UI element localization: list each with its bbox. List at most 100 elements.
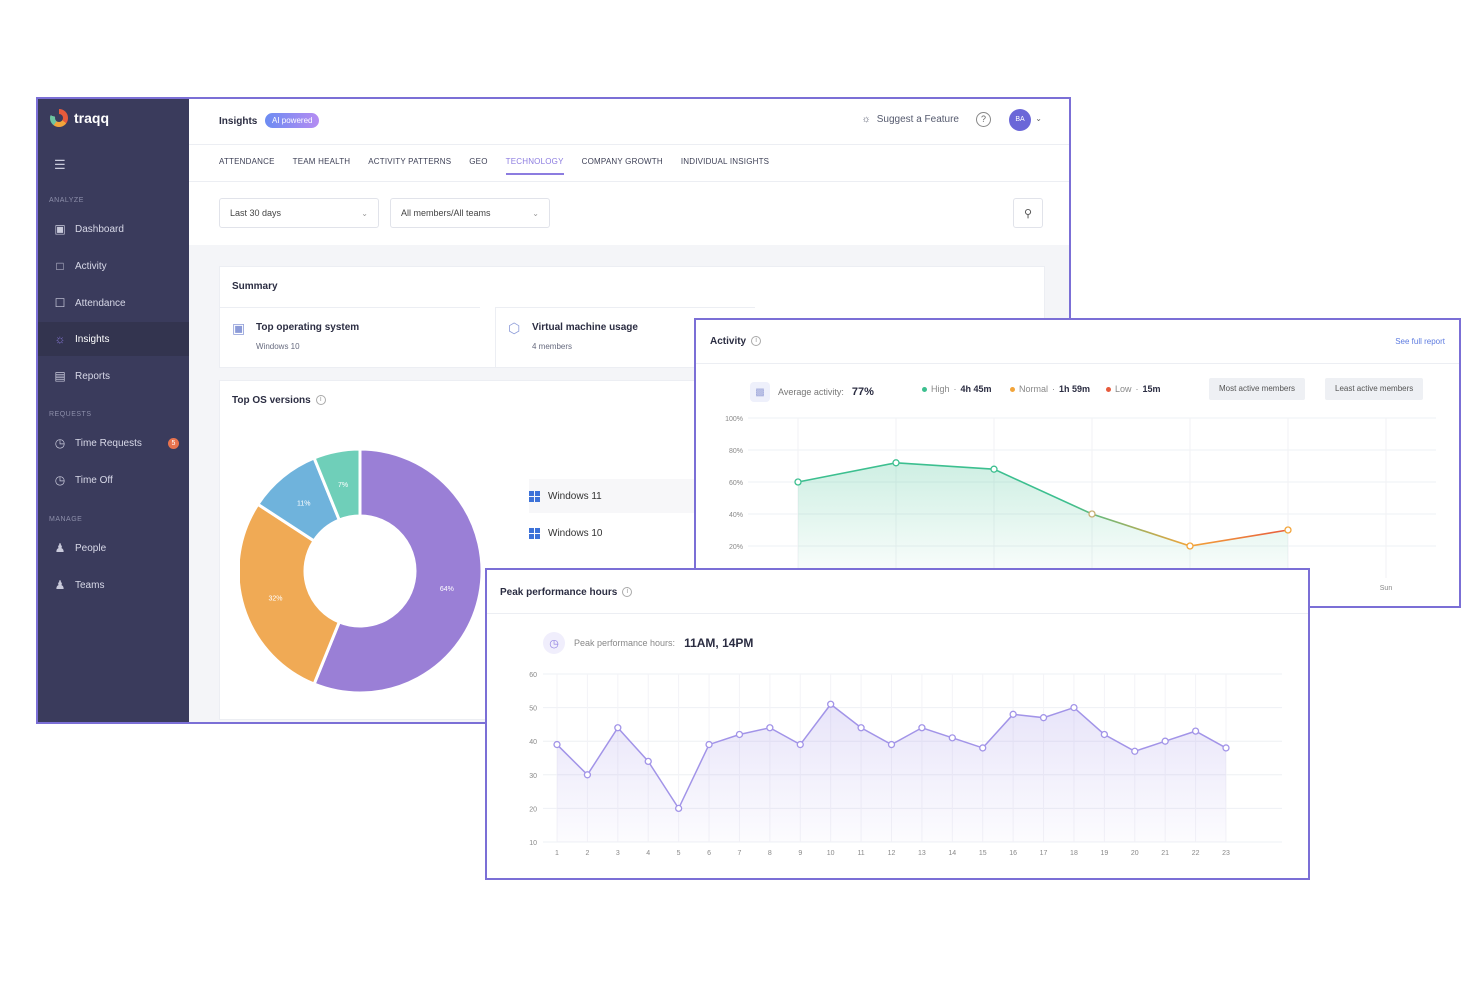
logo[interactable]: traqq	[50, 109, 109, 127]
summary-item-value: 4 members	[532, 342, 573, 351]
y-tick-label: 40	[529, 739, 537, 746]
x-tick-label: 5	[677, 850, 681, 857]
bar-chart-icon: ▩	[750, 382, 770, 402]
see-full-report-link[interactable]: See full report	[1395, 337, 1445, 346]
chevron-down-icon[interactable]: ⌄	[1035, 114, 1042, 123]
tab-team-health[interactable]: TEAM HEALTH	[292, 157, 351, 166]
summary-title: Summary	[232, 281, 278, 292]
time-requests-icon: ◷	[54, 436, 66, 450]
info-icon[interactable]: i	[751, 336, 762, 347]
tab-geo[interactable]: GEO	[469, 157, 488, 166]
donut-slice-label: 32%	[269, 595, 283, 602]
peak-performance-card: Peak performance hours i ◷ Peak performan…	[485, 568, 1310, 880]
peak-point	[918, 724, 926, 732]
x-tick-label: 22	[1192, 850, 1200, 857]
donut-slice	[240, 502, 342, 686]
peak-title-text: Peak performance hours	[500, 587, 618, 598]
sidebar-item-time-off[interactable]: ◷ Time Off	[38, 463, 189, 497]
activity-point	[990, 465, 998, 473]
sidebar-item-reports[interactable]: ▤ Reports	[38, 359, 189, 393]
x-tick-label: 12	[888, 850, 896, 857]
period-select-value: Last 30 days	[230, 208, 282, 218]
members-select[interactable]: All members/All teams ⌄	[390, 198, 550, 228]
chevron-down-icon: ⌄	[532, 208, 539, 218]
tab-bar: ATTENDANCE TEAM HEALTH ACTIVITY PATTERNS…	[219, 157, 769, 175]
pin-button[interactable]: ⚲	[1013, 198, 1043, 228]
sidebar-item-teams[interactable]: ♟ Teams	[38, 568, 189, 602]
tab-company-growth[interactable]: COMPANY GROWTH	[581, 157, 663, 166]
x-tick-label: 21	[1161, 850, 1169, 857]
tab-technology[interactable]: TECHNOLOGY	[505, 157, 564, 175]
x-tick-label: 11	[857, 850, 864, 857]
x-tick-label: 23	[1222, 850, 1230, 857]
avatar[interactable]: BA	[1009, 109, 1031, 131]
activity-point	[892, 459, 900, 467]
peak-summary-label: Peak performance hours:	[574, 638, 676, 648]
peak-point	[1100, 730, 1109, 739]
activity-icon: □	[56, 259, 64, 273]
sidebar-item-dashboard[interactable]: ▣ Dashboard	[38, 212, 189, 246]
average-activity-label: Average activity:	[778, 387, 844, 397]
sidebar-item-insights[interactable]: ☼ Insights	[38, 322, 189, 356]
peak-summary: ◷ Peak performance hours: 11AM, 14PM	[543, 632, 753, 654]
x-tick-label: 6	[707, 850, 711, 857]
least-active-members-button[interactable]: Least active members	[1325, 378, 1424, 400]
x-tick-label: 17	[1040, 850, 1048, 857]
info-icon[interactable]: i	[622, 587, 633, 598]
donut-slice-label: 7%	[338, 482, 348, 489]
peak-point	[796, 740, 804, 749]
peak-point	[1070, 703, 1078, 712]
peak-point	[1131, 747, 1139, 755]
members-select-value: All members/All teams	[401, 208, 491, 218]
sidebar-item-label: Teams	[75, 579, 105, 591]
x-tick-label: 15	[979, 850, 987, 857]
x-tick-label: 3	[616, 850, 620, 857]
monitor-icon: ▣	[232, 320, 246, 336]
activity-point	[1088, 510, 1096, 518]
x-tick-label: 8	[768, 850, 772, 857]
y-tick-label: 80%	[729, 448, 743, 455]
sidebar-item-label: Dashboard	[75, 223, 124, 235]
summary-item-os: ▣ Top operating system Windows 10	[220, 307, 480, 367]
pin-icon: ⚲	[1023, 207, 1033, 220]
x-tick-label: 10	[827, 850, 835, 857]
tab-attendance[interactable]: ATTENDANCE	[219, 157, 275, 166]
activity-area	[798, 462, 1288, 578]
activity-series-line	[797, 461, 1289, 547]
activity-title: Activity i	[710, 336, 762, 347]
info-icon[interactable]: i	[315, 395, 326, 406]
sidebar-item-attendance[interactable]: ☐ Attendance	[38, 286, 189, 320]
tab-activity-patterns[interactable]: ACTIVITY PATTERNS	[368, 157, 452, 166]
peak-point	[857, 724, 865, 732]
os-versions-title-text: Top OS versions	[232, 395, 311, 406]
sidebar-item-people[interactable]: ♟ People	[38, 531, 189, 565]
sidebar-item-label: Reports	[75, 370, 111, 382]
sidebar-item-label: Time Requests	[75, 437, 142, 449]
tab-individual-insights[interactable]: INDIVIDUAL INSIGHTS	[680, 157, 770, 166]
dashboard-icon: ▣	[54, 222, 66, 236]
peak-summary-value: 11AM, 14PM	[684, 636, 754, 650]
suggest-feature-button[interactable]: ☼ Suggest a Feature	[862, 114, 959, 125]
summary-item-title: Virtual machine usage	[532, 322, 638, 333]
sidebar-item-time-requests[interactable]: ◷ Time Requests 5	[38, 426, 189, 460]
y-tick-label: 50	[529, 706, 537, 713]
section-requests: REQUESTS	[49, 411, 92, 418]
menu-icon[interactable]: ☰	[54, 157, 66, 172]
sidebar-item-label: People	[75, 542, 107, 554]
help-icon[interactable]: ?	[976, 112, 991, 127]
activity-line-chart: 100% 80% 60% 40% 20% Sun	[725, 416, 1436, 592]
sidebar-item-activity[interactable]: □ Activity	[38, 249, 189, 283]
section-analyze: ANALYZE	[49, 197, 84, 204]
peak-point	[979, 744, 987, 752]
period-select[interactable]: Last 30 days ⌄	[219, 198, 379, 228]
peak-title: Peak performance hours i	[500, 587, 633, 598]
dot-icon	[1010, 386, 1015, 392]
y-tick-label: 60%	[729, 480, 743, 487]
most-active-members-button[interactable]: Most active members	[1209, 378, 1306, 400]
x-tick-label: 4	[646, 850, 650, 857]
page-title: Insights	[219, 116, 258, 127]
x-tick-label: 18	[1070, 850, 1078, 857]
donut-slice-label: 64%	[440, 586, 454, 593]
dot-icon	[922, 386, 927, 392]
logo-icon	[50, 109, 68, 127]
